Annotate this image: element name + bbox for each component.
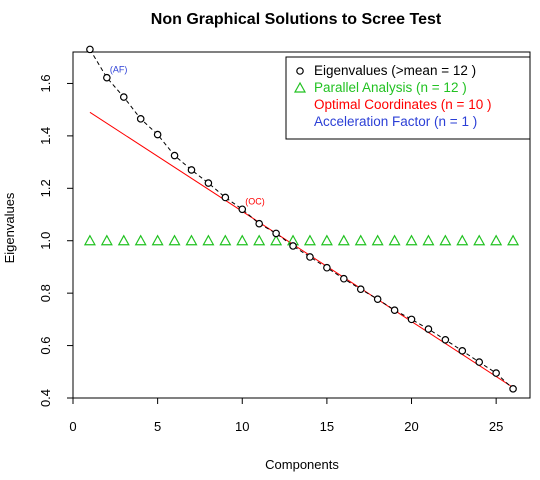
x-tick-label: 20	[404, 419, 418, 434]
parallel-point	[270, 234, 283, 246]
parallel-point	[337, 234, 350, 246]
eigenvalues-series	[86, 45, 517, 393]
legend: Eigenvalues (>mean = 12 ) Parallel Analys…	[285, 56, 531, 140]
plot-border	[72, 51, 531, 399]
parallel-point	[388, 234, 401, 246]
y-tick-label: 0.4	[38, 389, 53, 407]
parallel-point	[202, 234, 215, 246]
parallel-point	[473, 234, 486, 246]
parallel-point	[371, 234, 384, 246]
legend-entry-label: Eigenvalues (>mean = 12 )	[314, 63, 476, 78]
eigenvalue-point	[306, 253, 314, 261]
eigenvalue-point	[153, 130, 162, 139]
legend-entry-label: Acceleration Factor (n = 1 )	[314, 114, 477, 129]
x-tick-label: 0	[69, 419, 76, 434]
parallel-point	[185, 234, 198, 246]
y-tick-label: 1.6	[38, 74, 53, 92]
eigenvalue-point	[458, 347, 467, 355]
parallel-point	[456, 234, 469, 246]
parallel-point	[168, 234, 181, 246]
eigenvalue-point	[323, 263, 331, 272]
legend-box	[285, 56, 531, 140]
eigenvalue-point	[187, 166, 196, 174]
eigenvalue-point	[475, 358, 484, 366]
eigenvalues-connector	[89, 49, 514, 390]
eigenvalue-point	[136, 115, 145, 123]
parallel-point	[303, 234, 316, 246]
eigenvalues-dashed-line	[89, 49, 514, 390]
y-tick-label: 1.0	[38, 232, 53, 250]
annotation-label: (OC)	[245, 196, 265, 206]
eigenvalue-point	[356, 285, 365, 294]
eigenvalue-point	[509, 385, 517, 393]
legend-marker-circle	[296, 67, 304, 75]
eigenvalue-point	[119, 93, 128, 101]
parallel-point	[354, 234, 367, 246]
x-axis-label: Components	[265, 457, 339, 472]
eigenvalue-point	[492, 369, 500, 377]
eigenvalue-point	[441, 336, 450, 344]
eigenvalue-point	[103, 73, 111, 82]
parallel-analysis-series	[83, 234, 520, 246]
annotation-label: (AF)	[110, 65, 128, 75]
optimal-coordinates-line-segment	[89, 111, 514, 388]
x-axis: 0 5 10 15 20 25	[69, 398, 503, 434]
eigenvalue-point	[255, 219, 263, 228]
x-tick-label: 10	[235, 419, 249, 434]
parallel-point	[490, 234, 503, 246]
y-tick-label: 1.4	[38, 127, 53, 145]
eigenvalue-point	[373, 295, 382, 303]
parallel-point	[236, 234, 249, 246]
legend-entry-label: Optimal Coordinates (n = 10 )	[314, 97, 491, 112]
legend-entry-label: Parallel Analysis (n = 12 )	[314, 80, 467, 95]
eigenvalue-point	[424, 325, 433, 333]
parallel-point	[422, 234, 435, 246]
chart-title: Non Graphical Solutions to Scree Test	[151, 11, 442, 28]
parallel-point	[134, 234, 147, 246]
eigenvalue-point	[86, 45, 94, 54]
eigenvalue-point	[390, 306, 399, 314]
parallel-point	[320, 234, 333, 246]
y-tick-label: 1.2	[38, 179, 53, 197]
parallel-point	[151, 234, 164, 246]
annotations: (AF) (OC)	[110, 65, 265, 207]
eigenvalue-point	[221, 193, 230, 202]
y-axis: 0.4 0.6 0.8 1.0 1.2 1.4 1.6	[38, 74, 73, 407]
parallel-point	[405, 234, 418, 246]
parallel-point	[219, 234, 232, 246]
x-tick-label: 5	[154, 419, 161, 434]
eigenvalue-point	[289, 242, 297, 250]
eigenvalue-point	[204, 179, 213, 187]
eigenvalue-point	[272, 229, 280, 238]
y-tick-label: 0.6	[38, 337, 53, 355]
x-tick-label: 25	[489, 419, 503, 434]
eigenvalue-point	[340, 274, 348, 283]
optimal-coordinates-line	[89, 111, 514, 388]
x-tick-label: 15	[320, 419, 334, 434]
parallel-point	[253, 234, 266, 246]
y-axis-label: Eigenvalues	[2, 192, 17, 263]
plot-frame	[72, 51, 531, 399]
parallel-point	[439, 234, 452, 246]
y-tick-label: 0.8	[38, 284, 53, 302]
parallel-point	[507, 234, 520, 246]
parallel-point	[117, 234, 130, 246]
parallel-point	[83, 234, 96, 246]
eigenvalue-point	[238, 205, 247, 214]
eigenvalue-point	[170, 151, 179, 160]
parallel-point	[100, 234, 113, 246]
eigenvalue-point	[407, 315, 416, 324]
legend-marker-triangle	[293, 81, 307, 93]
